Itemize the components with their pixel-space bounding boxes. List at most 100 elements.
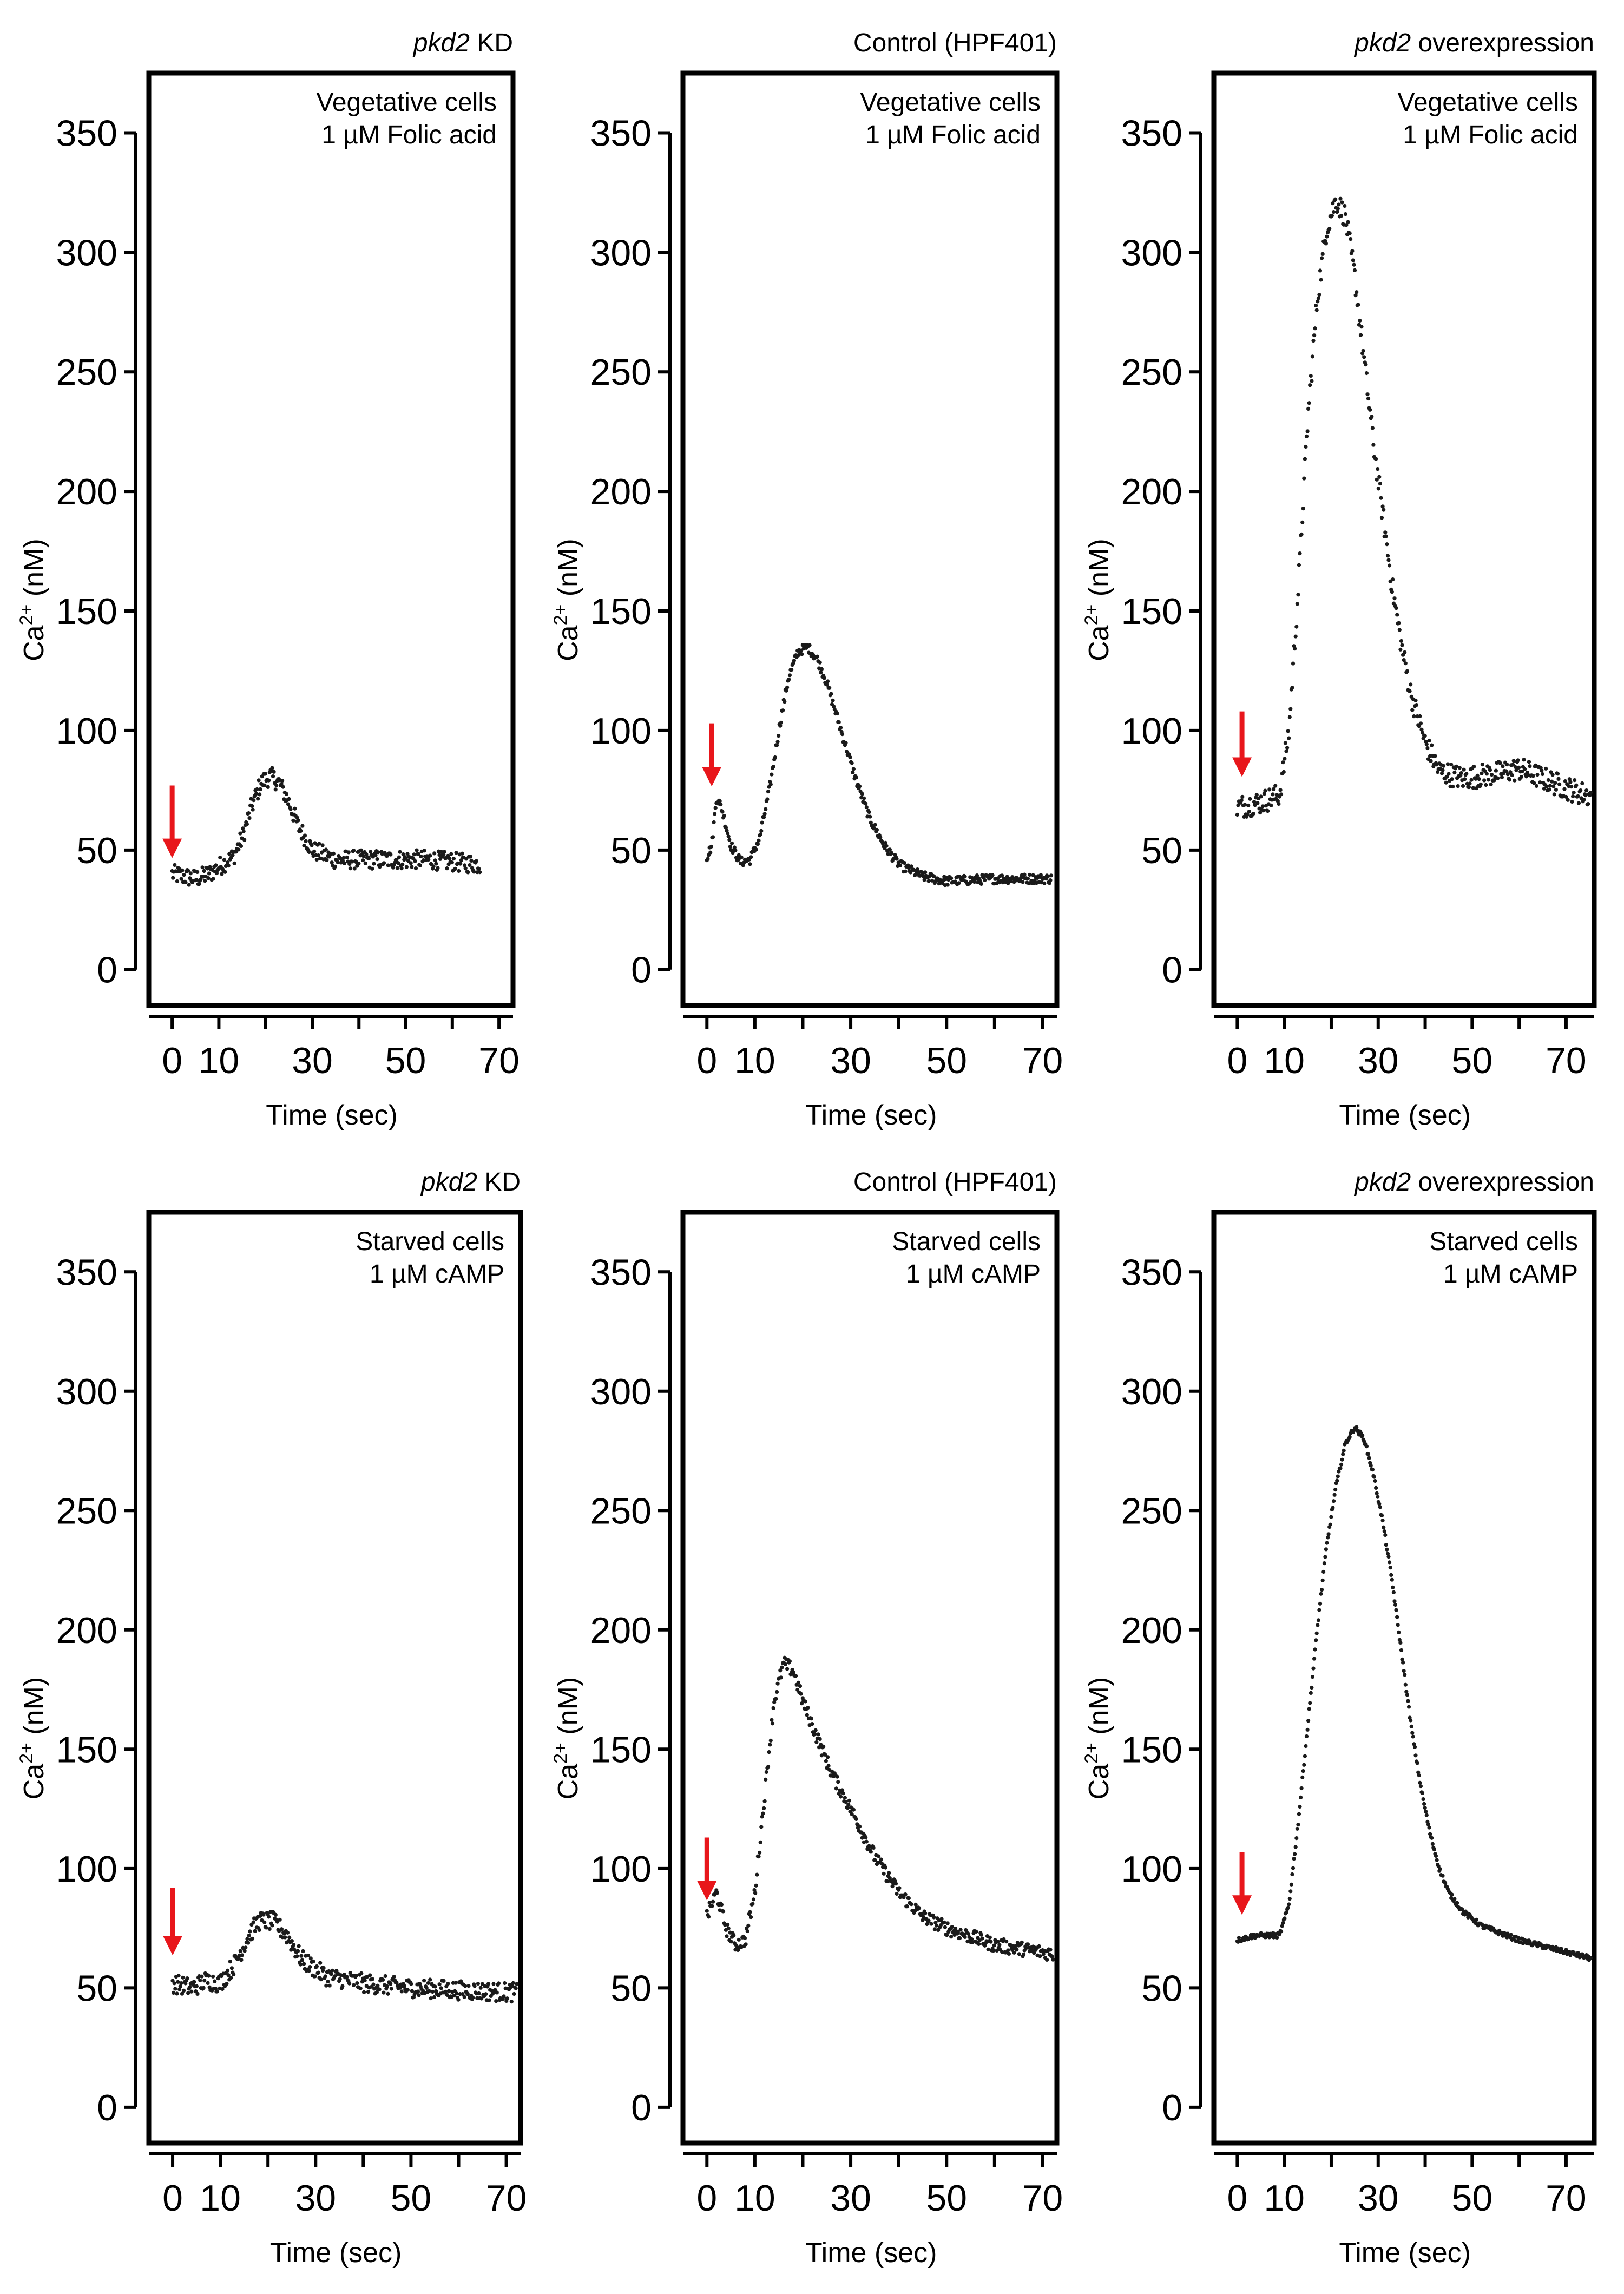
data-point <box>298 1962 303 1967</box>
data-point <box>1424 742 1429 746</box>
condition-line-1: Vegetative cells <box>1397 88 1578 117</box>
y-tick-label: 150 <box>56 591 117 632</box>
data-point <box>477 866 481 871</box>
data-point <box>1398 1640 1403 1645</box>
data-point <box>1045 1957 1049 1962</box>
data-point <box>1571 794 1575 799</box>
data-point <box>1584 788 1589 793</box>
data-point <box>761 1806 766 1811</box>
data-point <box>287 1935 292 1940</box>
data-point <box>1295 1826 1299 1831</box>
data-point <box>295 1954 299 1958</box>
y-tick-label: 200 <box>56 471 117 512</box>
data-point <box>446 1989 451 1993</box>
data-point <box>897 1886 902 1890</box>
data-point <box>1307 1707 1311 1711</box>
data-point <box>1546 778 1550 783</box>
y-tick-label: 300 <box>56 1371 117 1412</box>
data-point <box>1305 1727 1310 1732</box>
data-point <box>764 807 768 811</box>
data-point <box>805 1713 809 1717</box>
data-point <box>1441 1874 1445 1878</box>
data-point <box>883 1865 887 1870</box>
chart-panel: pkd2 KD Vegetative cells 1 µM Folic acid 0 5… <box>16 29 520 1131</box>
data-point <box>1401 1660 1405 1665</box>
data-point <box>463 1984 468 1988</box>
data-point <box>1028 872 1032 877</box>
data-point <box>1482 778 1487 783</box>
data-point <box>780 1665 784 1669</box>
data-point <box>1492 778 1496 783</box>
data-point <box>1418 1784 1423 1789</box>
data-point <box>867 810 871 814</box>
data-point <box>1320 252 1325 256</box>
data-point <box>453 1981 458 1985</box>
data-point <box>926 1918 931 1923</box>
y-tick-label: 250 <box>1121 352 1182 393</box>
data-point <box>395 866 400 870</box>
data-point <box>966 1931 971 1936</box>
data-point <box>902 861 907 865</box>
data-point <box>1531 774 1535 778</box>
data-point <box>1410 1731 1415 1735</box>
data-point <box>244 1945 248 1950</box>
data-point <box>864 1839 869 1844</box>
panel-title: Control (HPF401) <box>853 1168 1057 1197</box>
data-point <box>1486 778 1490 782</box>
data-point <box>189 1989 194 1994</box>
y-tick-label: 200 <box>590 1610 652 1651</box>
panel-title: pkd2 KD <box>420 1168 521 1197</box>
data-point <box>1427 1825 1431 1830</box>
data-point <box>1344 223 1349 227</box>
data-point <box>1298 1804 1302 1809</box>
y-tick-label: 300 <box>56 232 117 273</box>
data-point <box>733 848 738 852</box>
data-point <box>296 818 300 823</box>
data-point <box>724 825 728 830</box>
data-point <box>768 782 773 786</box>
data-point <box>889 851 894 855</box>
x-tick-label: 50 <box>1452 1040 1493 1081</box>
data-point <box>1331 1506 1335 1510</box>
data-point <box>1484 783 1488 787</box>
data-point <box>433 858 437 863</box>
data-point <box>1316 1623 1320 1627</box>
data-point <box>200 865 205 870</box>
data-point <box>766 1765 771 1769</box>
data-point <box>1467 785 1471 790</box>
data-point <box>806 1706 810 1710</box>
data-point <box>1306 1719 1311 1723</box>
data-point <box>409 861 413 865</box>
data-point <box>188 871 193 876</box>
y-tick-label: 0 <box>1162 2087 1182 2128</box>
data-point <box>1434 1853 1438 1858</box>
data-point <box>1324 1547 1328 1552</box>
data-point <box>247 1934 251 1938</box>
data-point <box>1314 303 1318 308</box>
data-point <box>183 880 188 884</box>
data-point <box>1333 1488 1338 1492</box>
data-point <box>1513 765 1517 770</box>
data-point <box>1478 782 1483 786</box>
data-point <box>1313 326 1317 331</box>
data-point <box>705 1909 709 1913</box>
data-point <box>346 850 351 855</box>
y-tick-label: 100 <box>590 1849 652 1890</box>
data-point <box>456 1997 461 2002</box>
data-point <box>787 677 791 682</box>
condition-line-1: Starved cells <box>892 1227 1041 1256</box>
data-point <box>1540 772 1544 777</box>
data-point <box>1513 778 1517 783</box>
data-point <box>779 720 783 725</box>
data-point <box>1408 689 1412 693</box>
x-tick-label: 50 <box>926 2178 967 2219</box>
chart-panel: Control (HPF401) Vegetative cells 1 µM Fol… <box>550 29 1063 1131</box>
data-point <box>1311 339 1316 343</box>
data-point <box>1403 650 1407 654</box>
data-point <box>943 1925 947 1929</box>
data-point <box>1433 754 1437 758</box>
data-point <box>380 1977 385 1982</box>
y-tick-label: 100 <box>56 1849 117 1890</box>
data-point <box>303 833 307 838</box>
data-point <box>1391 1590 1396 1594</box>
